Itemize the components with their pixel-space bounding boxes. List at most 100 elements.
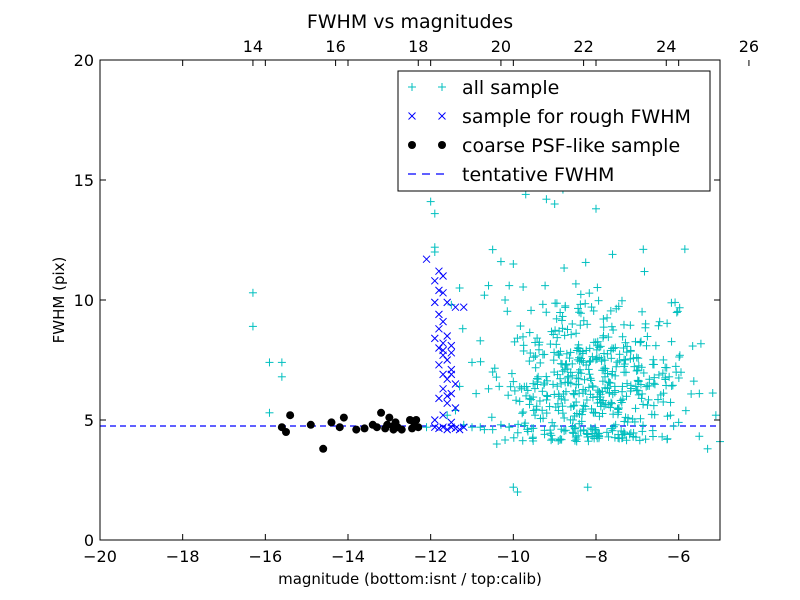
- plus-point: [488, 425, 497, 434]
- plus-point: [641, 323, 650, 332]
- plus-point: [577, 369, 586, 378]
- plus-point: [622, 392, 631, 401]
- plus-point: [519, 282, 528, 291]
- plus-point: [515, 382, 524, 391]
- top-tick-label: 24: [656, 37, 676, 56]
- chart-title: FWHM vs magnitudes: [307, 11, 513, 33]
- plus-point: [553, 382, 562, 391]
- plus-point: [248, 288, 257, 297]
- plus-point: [581, 299, 590, 308]
- plus-point: [547, 431, 556, 440]
- y-tick-label: 15: [74, 171, 94, 190]
- plus-point: [633, 366, 642, 375]
- plus-point: [561, 303, 570, 312]
- x-point: [455, 425, 464, 434]
- plus-point: [549, 356, 558, 365]
- plus-point: [513, 428, 522, 437]
- plus-point: [599, 349, 608, 358]
- plus-point: [505, 423, 514, 432]
- plus-point: [527, 395, 536, 404]
- y-tick-label: 0: [84, 531, 94, 550]
- plus-point: [536, 414, 545, 423]
- plus-point: [675, 351, 684, 360]
- plus-point: [620, 429, 629, 438]
- circle-point: [335, 423, 344, 432]
- plus-point: [585, 289, 594, 298]
- plus-point: [550, 348, 559, 357]
- plus-point: [531, 411, 540, 420]
- x-tick-label: −12: [414, 547, 448, 566]
- plus-point: [408, 83, 416, 91]
- plus-point: [490, 364, 499, 373]
- plus-point: [619, 344, 628, 353]
- plus-point: [505, 281, 514, 290]
- plus-point: [582, 396, 591, 405]
- plus-point: [556, 347, 565, 356]
- plus-point: [654, 321, 663, 330]
- plus-point: [621, 338, 630, 347]
- plus-point: [533, 334, 542, 343]
- plus-point: [621, 355, 630, 364]
- plus-point: [642, 341, 651, 350]
- plus-point: [703, 444, 712, 453]
- circle-point: [372, 423, 381, 432]
- plus-point: [635, 436, 644, 445]
- plus-point: [534, 372, 543, 381]
- series-coarse-psf-like-sample: [277, 408, 423, 453]
- plus-point: [680, 245, 689, 254]
- plus-point: [639, 400, 648, 409]
- plus-point: [610, 386, 619, 395]
- plus-point: [620, 417, 629, 426]
- plus-point: [576, 300, 585, 309]
- x-point: [439, 411, 447, 420]
- plus-point: [560, 427, 569, 436]
- plus-point: [504, 391, 513, 400]
- plus-point: [532, 374, 541, 383]
- plus-point: [560, 413, 569, 422]
- plus-point: [621, 368, 630, 377]
- plus-point: [711, 411, 720, 420]
- plus-point: [616, 396, 625, 405]
- plus-point: [585, 344, 594, 353]
- plus-point: [575, 308, 584, 317]
- plus-point: [572, 409, 581, 418]
- plus-point: [488, 368, 497, 376]
- series-all-sample: [248, 116, 724, 496]
- y-tick-label: 10: [74, 291, 94, 310]
- plus-point: [618, 430, 627, 439]
- plus-point: [523, 386, 532, 395]
- plus-point: [277, 372, 286, 381]
- x-point: [451, 380, 460, 388]
- plus-point: [513, 334, 522, 343]
- circle-point: [412, 416, 421, 424]
- plus-point: [248, 322, 257, 331]
- plus-point: [528, 433, 537, 442]
- plus-point: [590, 434, 599, 443]
- plus-point: [638, 389, 647, 398]
- plus-point: [550, 200, 559, 208]
- plus-point: [568, 371, 577, 380]
- circle-point: [339, 413, 348, 422]
- plus-point: [573, 355, 582, 364]
- plus-point: [571, 423, 580, 432]
- plus-point: [561, 360, 570, 369]
- circle-point: [408, 141, 416, 149]
- plus-point: [531, 338, 540, 347]
- plus-point: [632, 366, 641, 375]
- plus-point: [611, 420, 620, 429]
- circle-point: [389, 425, 398, 434]
- plus-point: [589, 382, 598, 391]
- top-tick-label: 16: [325, 37, 345, 56]
- plus-point: [597, 355, 606, 364]
- plus-point: [542, 409, 551, 418]
- plus-point: [627, 384, 636, 393]
- plus-point: [648, 426, 657, 435]
- plus-point: [659, 397, 668, 406]
- plus-point: [484, 281, 493, 290]
- plus-point: [430, 209, 439, 218]
- plus-point: [613, 404, 622, 413]
- legend: all sample sample for rough FWHM coarse PS…: [397, 70, 711, 192]
- x-point: [439, 317, 447, 326]
- plus-point: [572, 380, 581, 389]
- plus-point: [649, 401, 658, 410]
